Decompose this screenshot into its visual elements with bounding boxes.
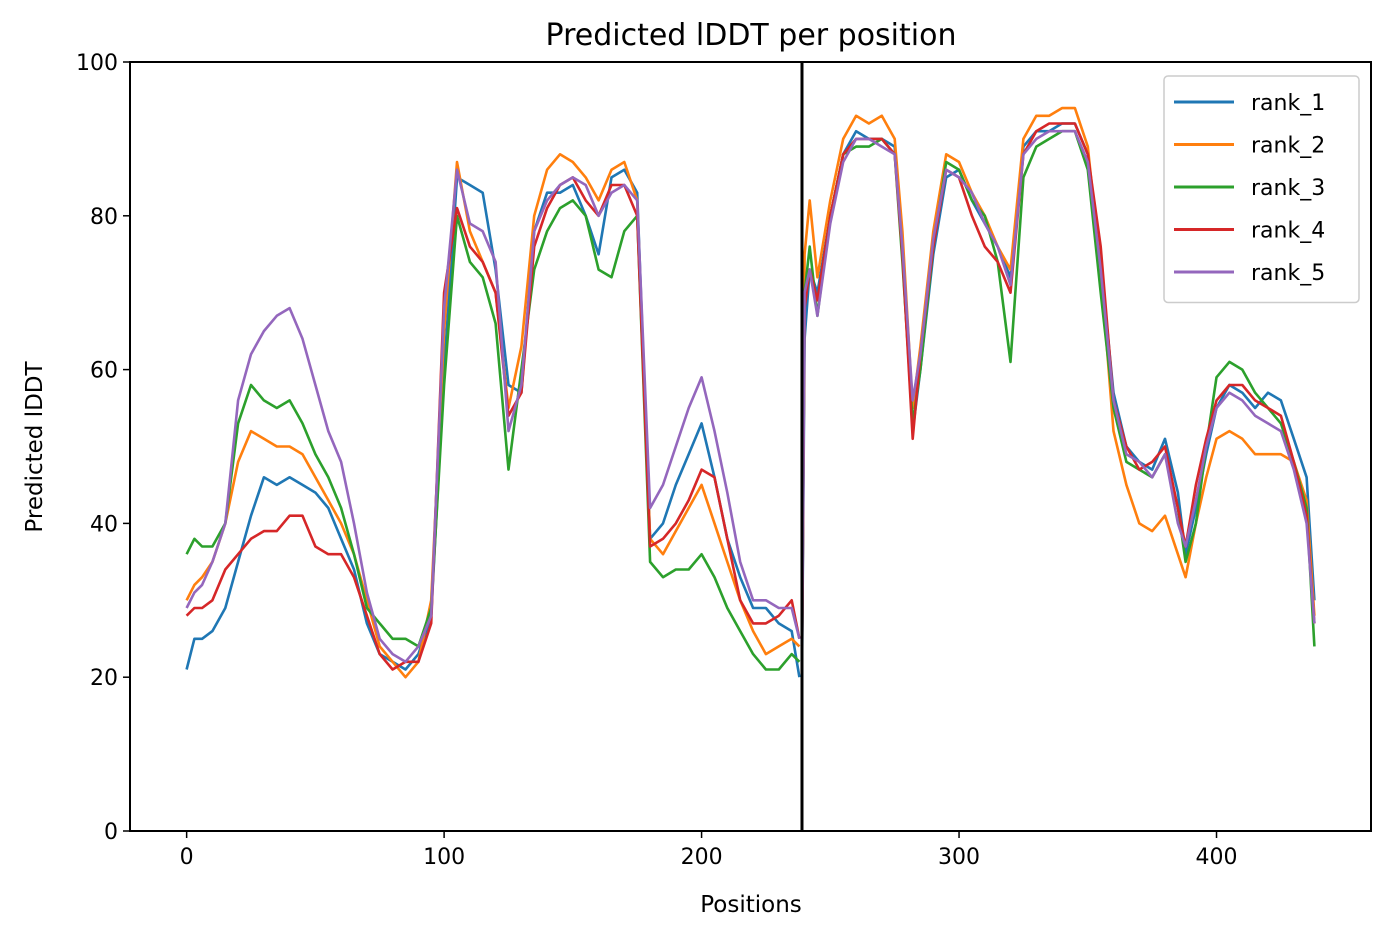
y-tick-label: 100 <box>76 51 118 76</box>
plot-frame <box>129 61 1372 832</box>
series-line-rank_3-b <box>800 129 1316 662</box>
y-tick-label: 80 <box>90 205 118 230</box>
series-line-rank_1 <box>185 168 801 678</box>
axis-ticks: 0 100 200 300 400 0 20 40 60 80 100 <box>76 51 1238 870</box>
legend-label: rank_3 <box>1251 176 1325 201</box>
y-axis-label: Predicted lDDT <box>22 360 48 532</box>
legend-label: rank_1 <box>1251 91 1325 116</box>
series-line-rank_5 <box>185 168 801 664</box>
x-tick-label: 300 <box>938 845 980 870</box>
y-tick-label: 60 <box>90 359 118 384</box>
x-tick-label: 100 <box>423 845 465 870</box>
chart-title: Predicted lDDT per position <box>546 18 957 53</box>
y-tick-label: 40 <box>90 512 118 537</box>
x-tick-label: 200 <box>681 845 723 870</box>
series-line-rank_4 <box>185 176 801 671</box>
series-lines <box>185 106 1316 679</box>
legend-label: rank_2 <box>1251 134 1325 159</box>
legend-box <box>1163 75 1360 304</box>
x-tick-label: 0 <box>180 845 194 870</box>
series-line-rank_3 <box>185 199 801 671</box>
legend-label: rank_5 <box>1251 261 1325 286</box>
x-axis-label: Positions <box>700 892 802 918</box>
y-tick-label: 20 <box>90 666 118 691</box>
series-line-rank_2-b <box>800 106 1316 647</box>
y-tick-label: 0 <box>104 820 118 845</box>
series-line-rank_4-b <box>800 122 1316 670</box>
x-tick-label: 400 <box>1196 845 1238 870</box>
legend: rank_1 rank_2 rank_3 rank_4 rank_5 <box>1163 75 1360 304</box>
legend-label: rank_4 <box>1251 219 1325 244</box>
series-line-rank_5-b <box>800 129 1316 662</box>
